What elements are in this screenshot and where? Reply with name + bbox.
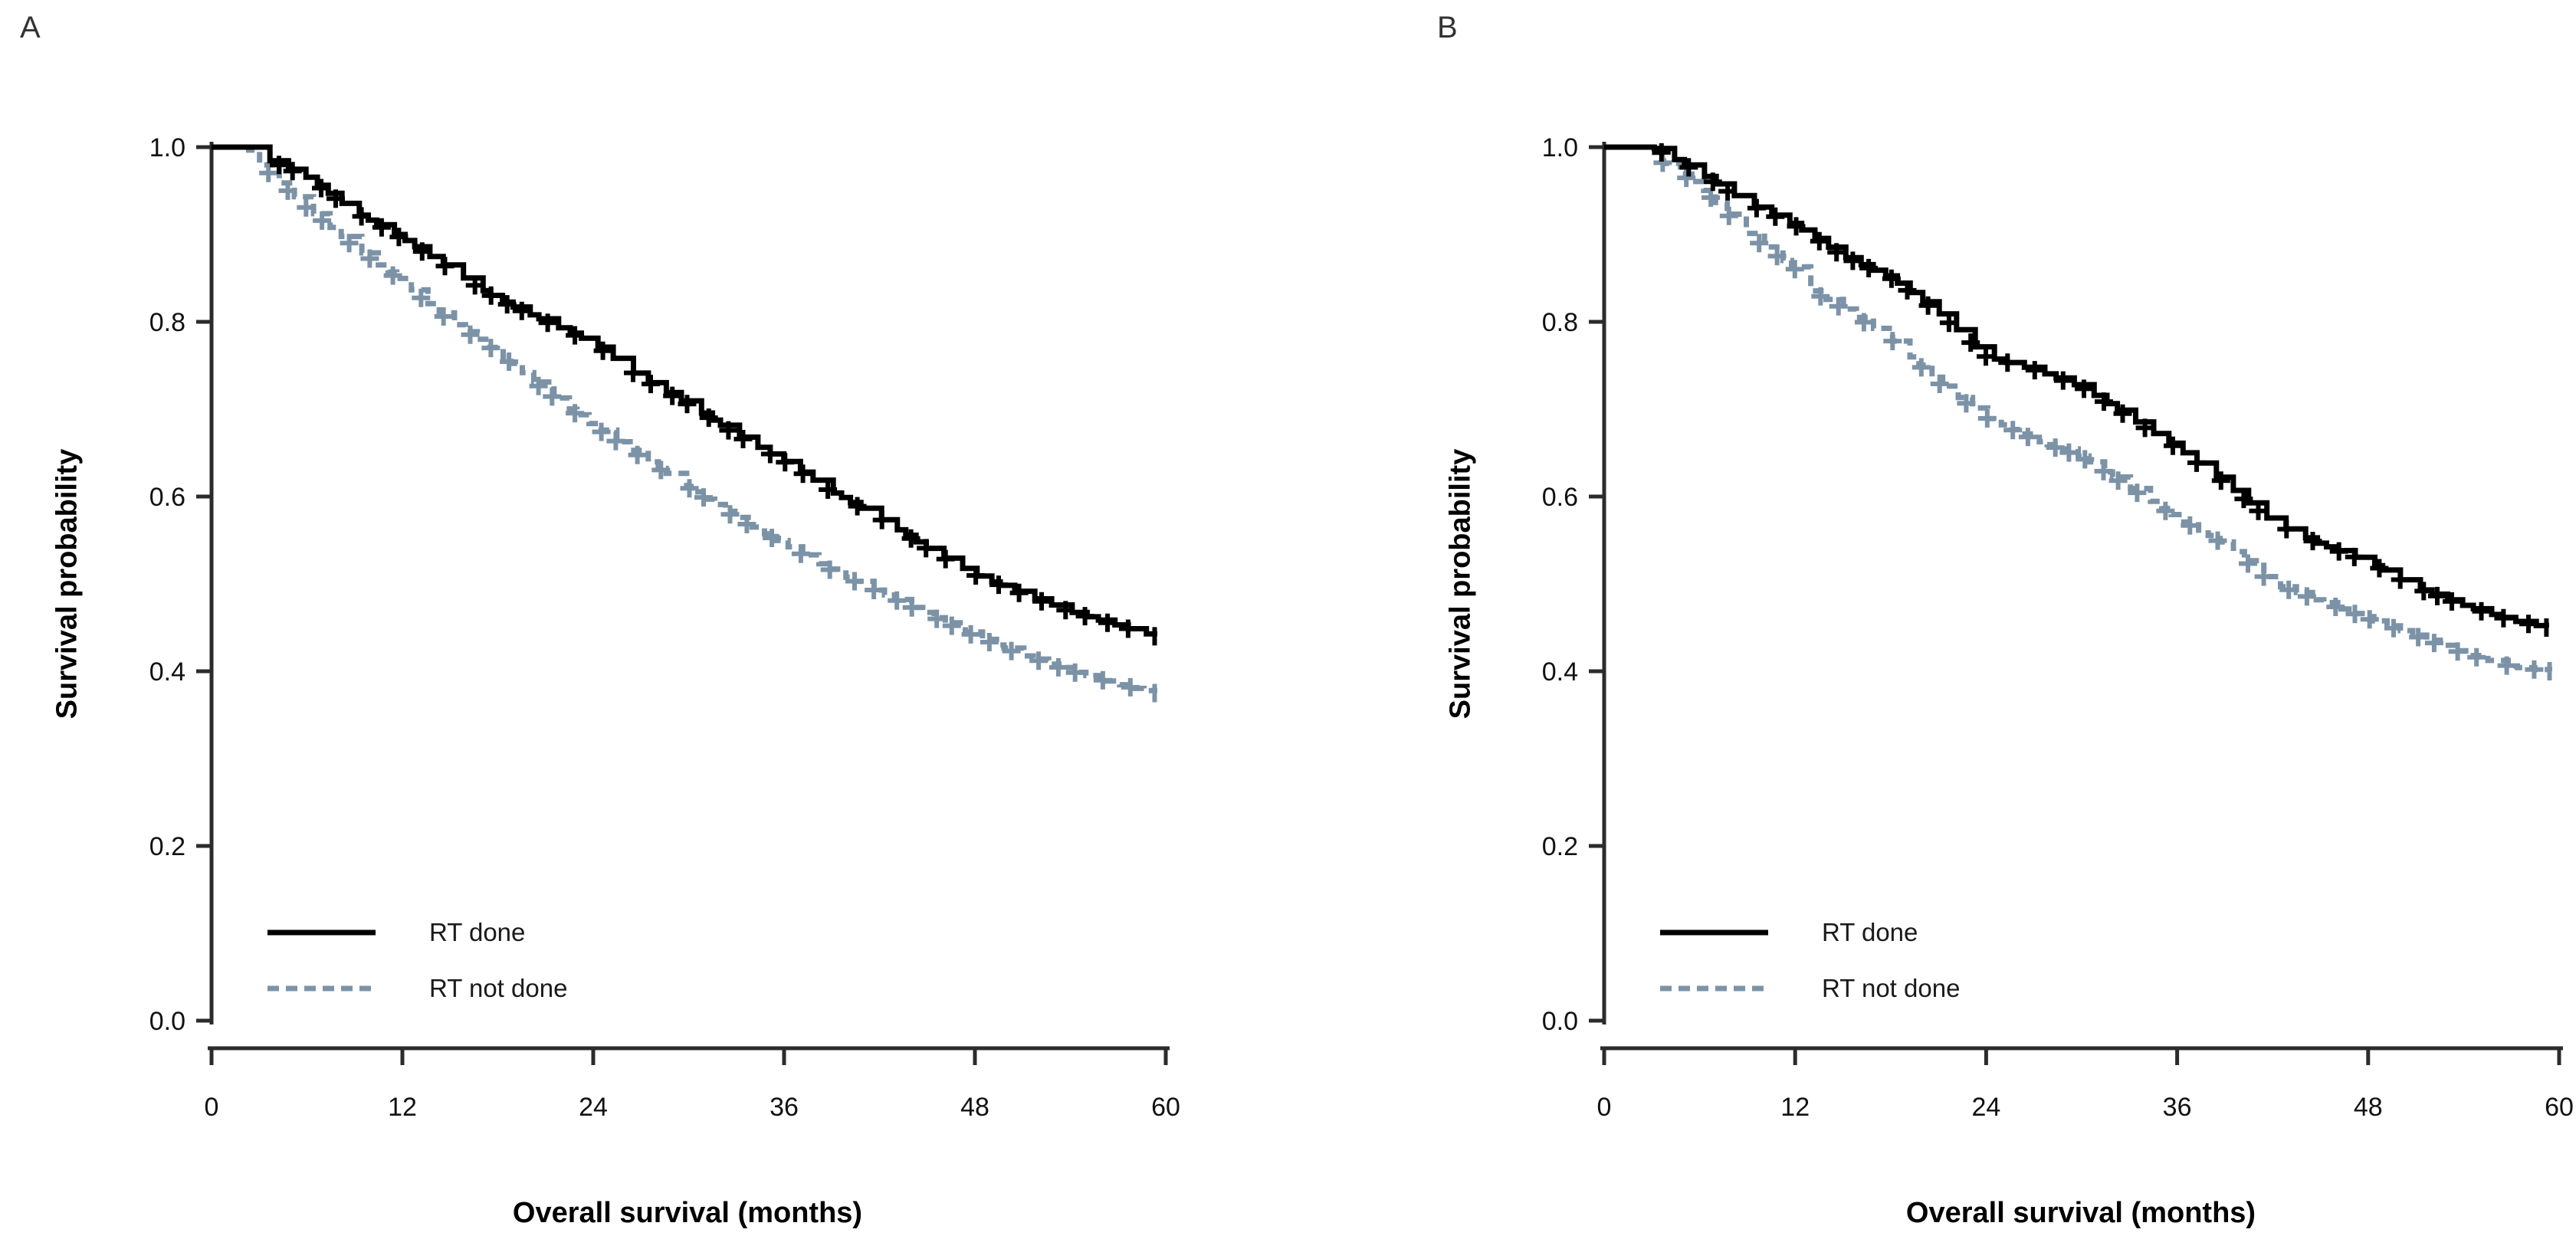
panel-a-x-axis-title: Overall survival (months) — [512, 1197, 863, 1229]
legend-line-dashed-icon — [1660, 985, 1768, 992]
legend-label-rt-not-done: RT not done — [1822, 974, 1961, 1002]
y-tick-label: 1.0 — [149, 133, 185, 162]
legend-line-solid-icon — [267, 929, 376, 936]
y-tick-label: 0.6 — [149, 483, 185, 512]
x-tick-label: 48 — [960, 1093, 989, 1122]
panel-b-legend: RT done RT not done — [1659, 912, 1960, 1024]
panel-a-legend: RT done RT not done — [266, 912, 567, 1024]
km-curve-rt-not-done — [212, 144, 1157, 693]
x-tick-label: 0 — [205, 1093, 219, 1122]
legend-line-solid-icon — [1660, 929, 1768, 936]
y-tick-label: 0.6 — [1542, 483, 1578, 512]
y-tick-label: 0.2 — [1542, 832, 1578, 861]
legend-label-rt-done: RT done — [429, 918, 526, 946]
x-tick-label: 60 — [2545, 1093, 2574, 1122]
panel-a-y-axis-title: Survival probability — [51, 448, 84, 720]
x-tick-label: 12 — [388, 1093, 417, 1122]
y-tick-label: 0.2 — [149, 832, 185, 861]
y-tick-label: 0.0 — [149, 1007, 185, 1036]
legend-row-rt-done: RT done — [266, 912, 567, 953]
legend-row-rt-done: RT done — [1659, 912, 1960, 953]
legend-label-rt-not-done: RT not done — [429, 974, 568, 1002]
panel-a-label: A — [20, 11, 41, 44]
x-tick-label: 36 — [770, 1093, 799, 1122]
censor-marks-rt-done — [270, 156, 1157, 646]
censor-marks-rt-not-done — [1653, 153, 2552, 680]
y-tick-label: 1.0 — [1542, 133, 1578, 162]
y-tick-label: 0.0 — [1542, 1007, 1578, 1036]
legend-row-rt-not-done: RT not done — [1659, 968, 1960, 1009]
y-tick-label: 0.8 — [1542, 308, 1578, 337]
x-tick-label: 48 — [2354, 1093, 2383, 1122]
y-tick-label: 0.4 — [1542, 657, 1578, 687]
km-curve-rt-not-done — [1604, 144, 2552, 673]
x-tick-label: 36 — [2163, 1093, 2192, 1122]
x-tick-label: 12 — [1780, 1093, 1810, 1122]
y-tick-label: 0.8 — [149, 308, 185, 337]
censor-marks-rt-done — [1652, 143, 2549, 637]
x-tick-label: 60 — [1151, 1093, 1180, 1122]
legend-row-rt-not-done: RT not done — [266, 968, 567, 1009]
panel-b-label: B — [1437, 11, 1459, 44]
legend-line-dashed-icon — [267, 985, 376, 992]
x-tick-label: 24 — [579, 1093, 608, 1122]
panel-b-y-axis-title: Survival probability — [1444, 448, 1477, 720]
legend-label-rt-done: RT done — [1822, 918, 1918, 946]
x-tick-label: 0 — [1597, 1093, 1612, 1122]
km-curve-rt-done — [212, 144, 1157, 637]
censor-marks-rt-not-done — [259, 163, 1157, 703]
y-tick-label: 0.4 — [149, 657, 185, 687]
x-tick-label: 24 — [1971, 1093, 2000, 1122]
panel-b-x-axis-title: Overall survival (months) — [1905, 1197, 2256, 1229]
